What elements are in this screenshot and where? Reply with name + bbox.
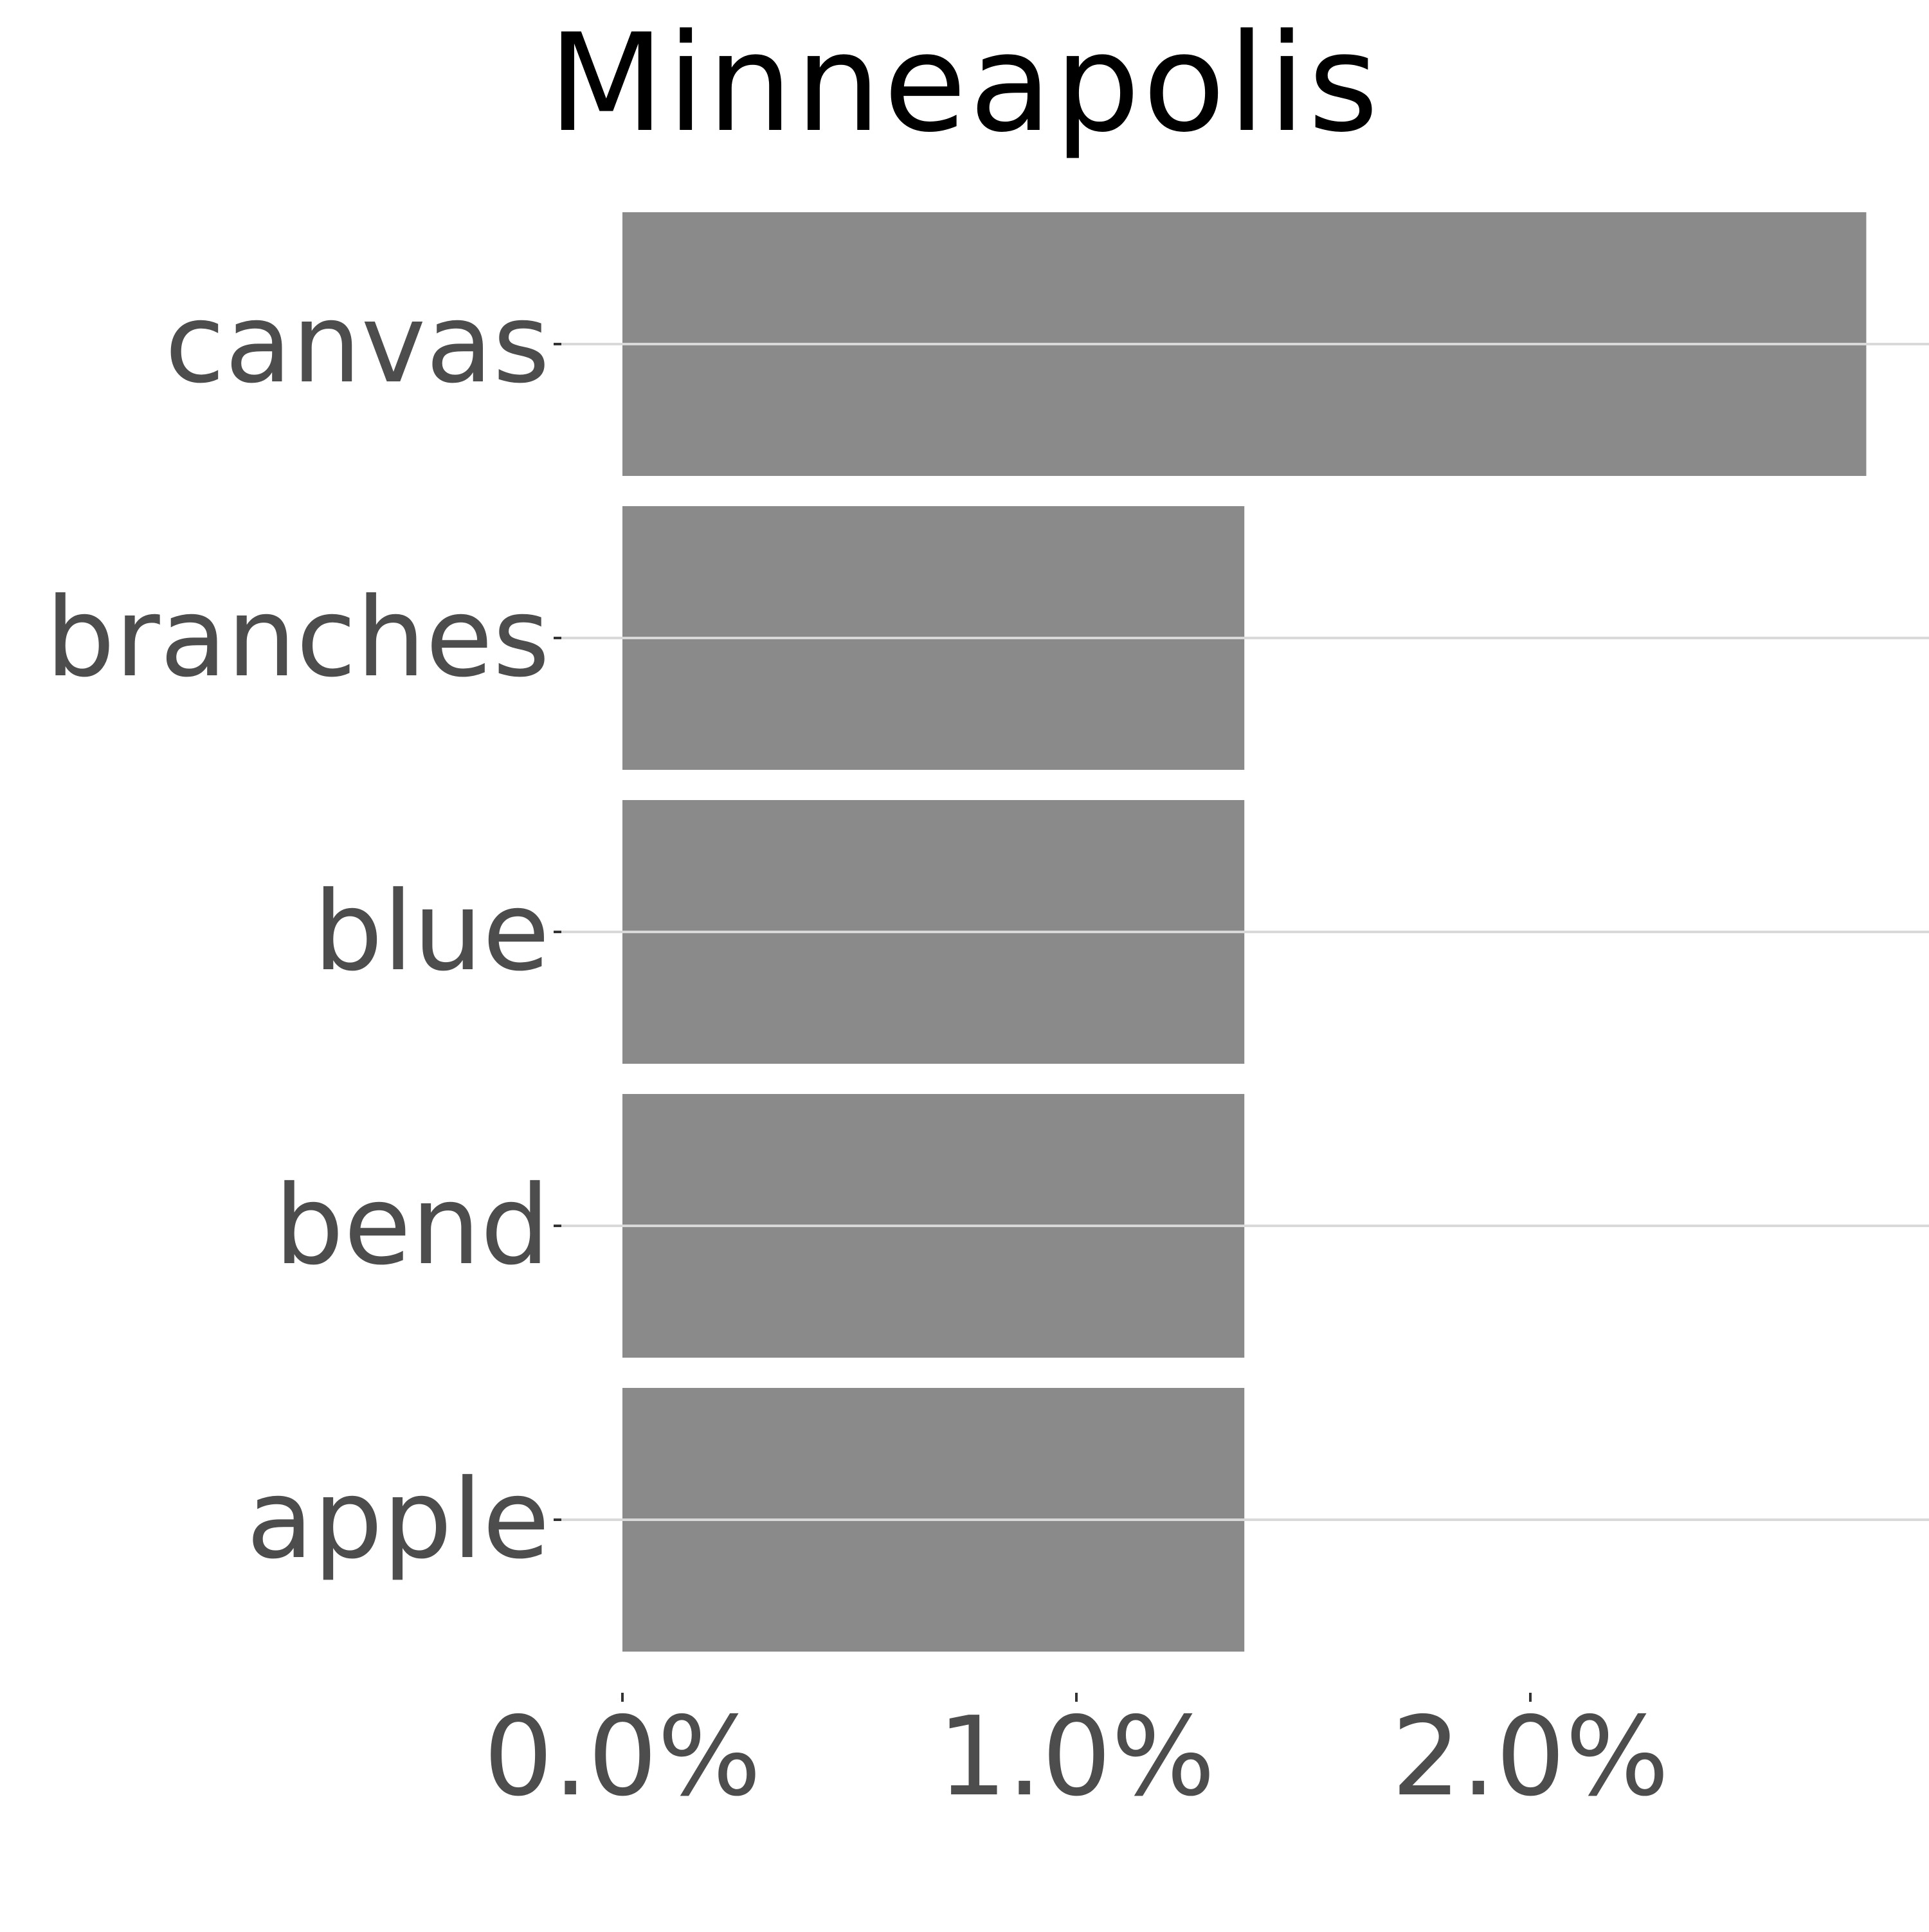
x-tick-label-2: 2.0%: [1391, 1693, 1669, 1821]
y-tick-label-apple: apple: [246, 1456, 550, 1583]
y-tick-label-bend: bend: [275, 1162, 550, 1290]
grid-lines: [561, 343, 1929, 1521]
y-axis: canvas branches blue bend apple: [46, 280, 561, 1583]
x-tick-label-0: 0.0%: [484, 1693, 761, 1821]
y-tick-label-blue: blue: [314, 868, 550, 996]
chart-title: Minneapolis: [548, 5, 1381, 162]
y-tick-label-canvas: canvas: [165, 280, 550, 408]
x-axis: 0.0% 1.0% 2.0%: [484, 1693, 1669, 1821]
x-tick-label-1: 1.0%: [937, 1693, 1215, 1821]
y-tick-label-branches: branches: [46, 574, 550, 702]
